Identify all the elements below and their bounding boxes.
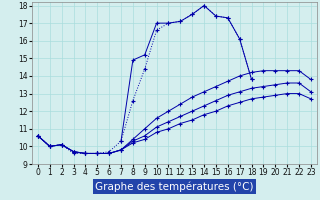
X-axis label: Graphe des températures (°C): Graphe des températures (°C)	[95, 181, 254, 192]
